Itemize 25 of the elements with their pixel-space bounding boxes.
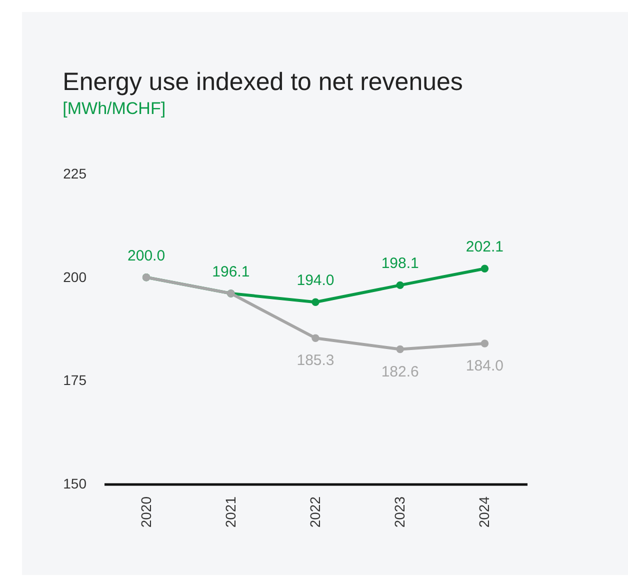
y-tick-label: 200 [63, 268, 87, 285]
data-label: 194.0 [296, 272, 334, 290]
point [480, 264, 489, 273]
point [396, 281, 404, 290]
x-tick-label: 2020 [138, 496, 154, 528]
x-tick-label: 2023 [392, 496, 408, 528]
data-label: 185.3 [296, 352, 334, 370]
chart-subtitle: [MWh/MCHF] [62, 99, 166, 118]
point [480, 340, 489, 348]
data-label: 200.0 [128, 247, 166, 264]
x-tick-label: 2021 [222, 496, 238, 528]
data-label: 184.0 [466, 357, 504, 374]
y-tick-label: 175 [63, 372, 87, 388]
point [312, 298, 320, 306]
data-label: 196.1 [212, 263, 250, 280]
point [312, 334, 320, 342]
data-label: 202.1 [466, 238, 504, 256]
y-tick-label: 150 [63, 476, 87, 492]
x-tick-label: 2022 [307, 496, 323, 528]
data-label: 198.1 [381, 255, 419, 272]
data-label: 182.6 [381, 363, 419, 380]
x-tick-label: 2024 [476, 496, 492, 528]
chart-title: Energy use indexed to net revenues [62, 68, 463, 96]
y-tick-label: 225 [63, 166, 87, 182]
point [396, 345, 404, 354]
